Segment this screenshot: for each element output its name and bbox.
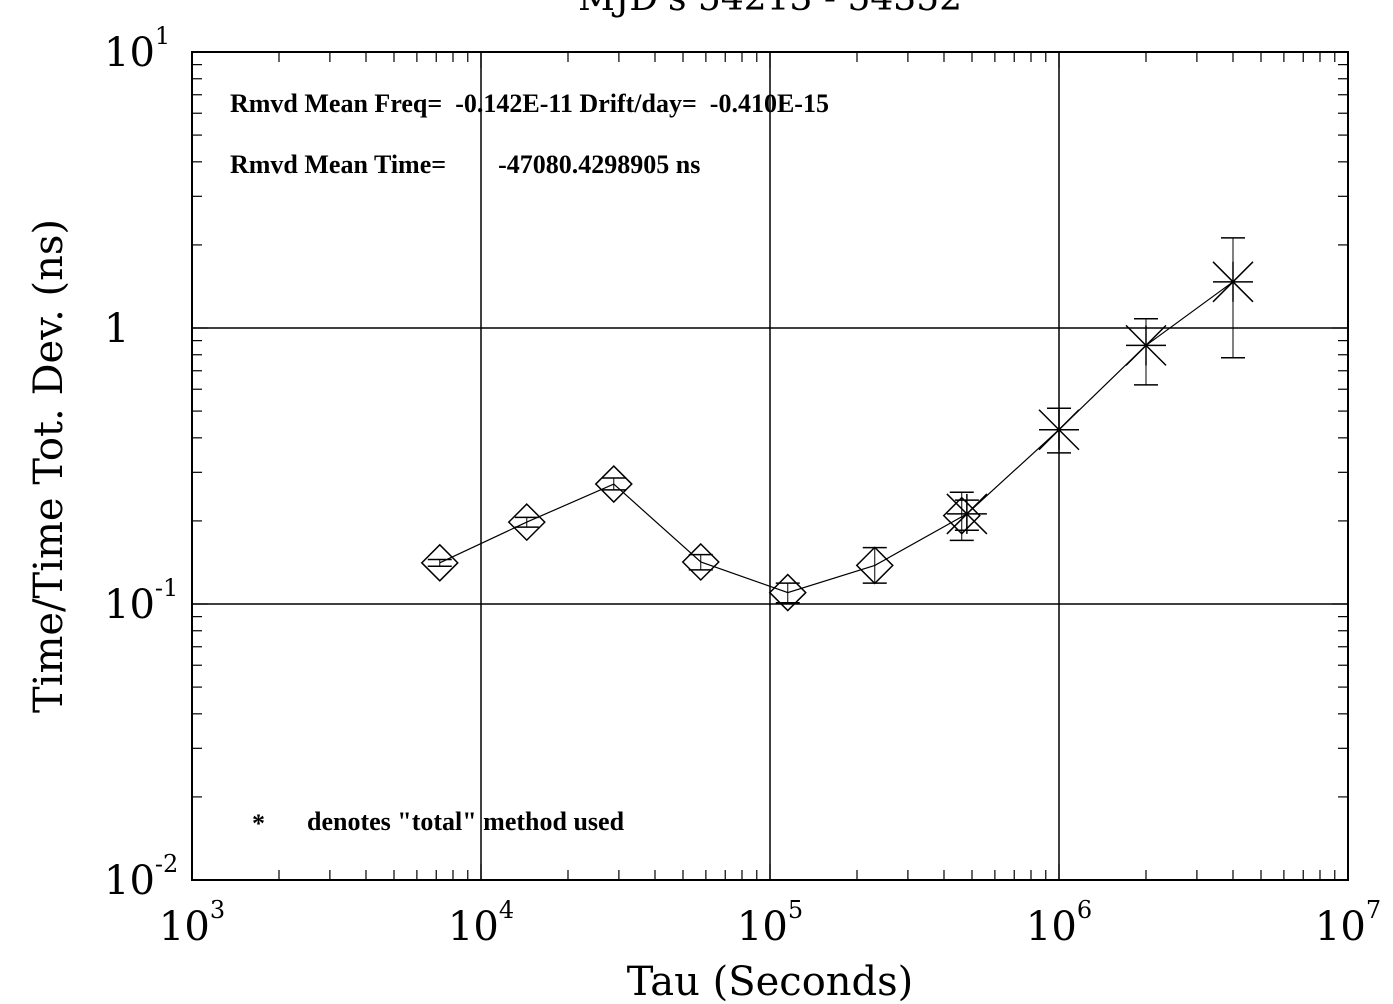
- legend-text: denotes "total" method used: [307, 807, 625, 836]
- y-tick-labels: 10-2 10-1 1 101: [104, 22, 178, 904]
- error-bars: [427, 237, 1245, 604]
- y-axis-label: Time/Time Tot. Dev. (ns): [26, 219, 72, 713]
- plot-frame: [191, 51, 1349, 881]
- diamond-marker: [507, 503, 546, 542]
- chart-title: MJD's 54213 - 54352: [578, 0, 962, 19]
- x-tick-label: 104: [448, 896, 514, 950]
- series-line: [439, 281, 1234, 594]
- y-tick-label: 101: [104, 22, 170, 76]
- diamond-marker: [855, 546, 894, 585]
- y-tick-label: 1: [104, 306, 129, 352]
- diamond-marker: [420, 543, 459, 582]
- data-markers: [420, 261, 1254, 612]
- diamond-marker: [594, 464, 633, 504]
- legend-symbol: *: [252, 809, 265, 838]
- diamond-marker: [768, 573, 807, 612]
- asterisk-marker: [1125, 324, 1167, 366]
- chart-grid: [192, 52, 1348, 880]
- x-tick-label: 106: [1026, 896, 1092, 950]
- y-tick-label: 10-2: [104, 850, 178, 904]
- x-axis-label: Tau (Seconds): [627, 959, 914, 1004]
- annotation-mean-time: Rmvd Mean Time= -47080.4298905 ns: [230, 150, 700, 179]
- asterisk-marker: [1212, 261, 1254, 303]
- y-tick-label: 10-1: [104, 574, 178, 628]
- diamond-marker: [942, 496, 981, 535]
- x-tick-label: 103: [159, 896, 225, 950]
- diamond-marker: [681, 542, 720, 582]
- asterisk-marker: [946, 493, 988, 535]
- asterisk-marker: [1038, 409, 1080, 451]
- x-tick-labels: 103 104 105 106 107: [159, 896, 1381, 950]
- x-tick-label: 105: [737, 896, 803, 950]
- series-polyline: [439, 281, 1234, 594]
- x-tick-label: 107: [1315, 896, 1381, 950]
- annotation-mean-freq: Rmvd Mean Freq= -0.142E-11 Drift/day= -0…: [230, 89, 829, 118]
